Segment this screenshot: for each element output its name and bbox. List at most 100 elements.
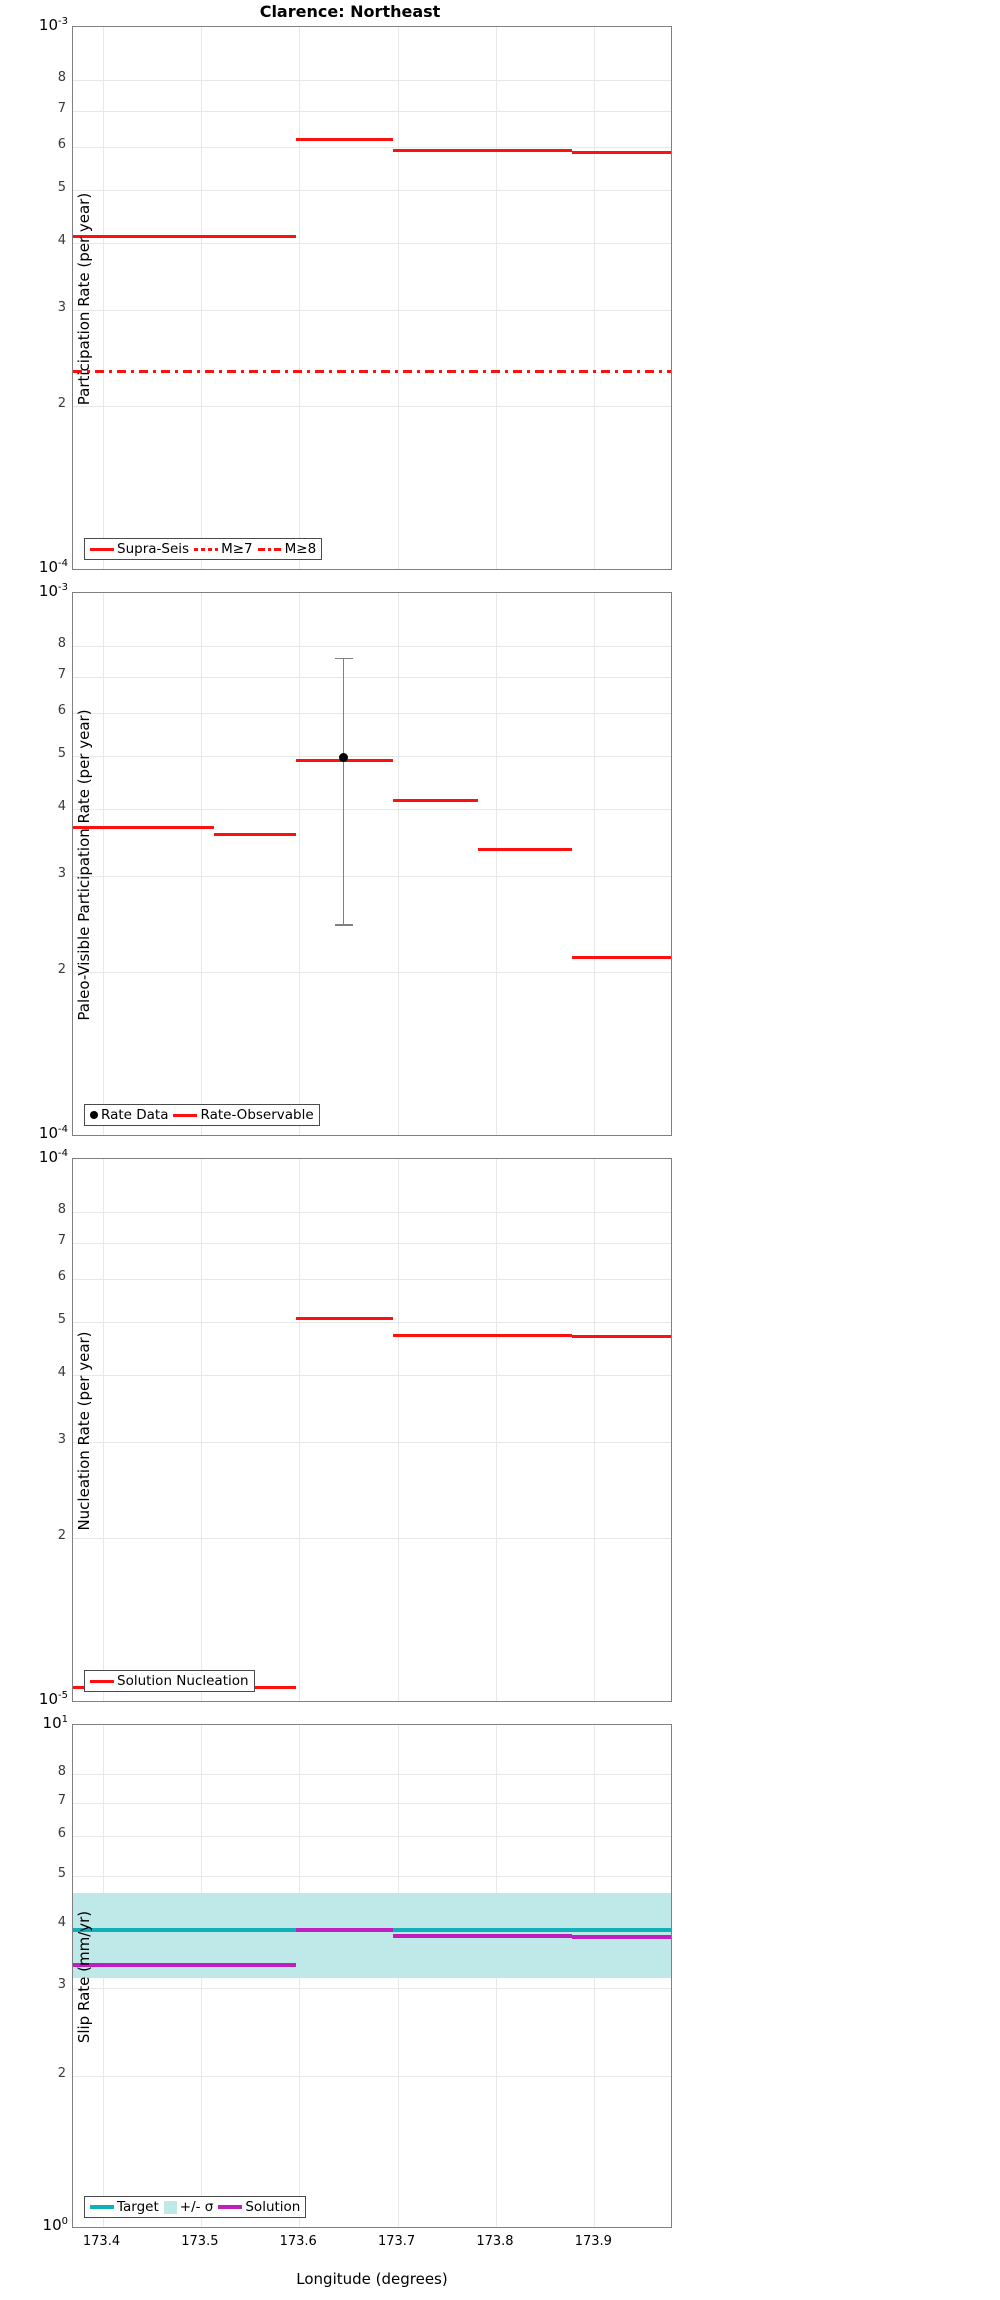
- legend-item-target[interactable]: Target: [90, 2199, 159, 2215]
- panel2-ytick-8: 8: [57, 635, 66, 651]
- series-0-segment-3: [392, 798, 479, 802]
- panel4-bottom-exp-base: 10: [42, 2216, 62, 2234]
- x-axis-label: Longitude (degrees): [296, 2270, 448, 2288]
- panel2-ytick-5: 5: [57, 746, 66, 762]
- legend-item-m-7[interactable]: M≥7: [194, 541, 253, 557]
- panel3-ytick-4: 4: [57, 1364, 66, 1380]
- solid-line-red-swatch-icon: [90, 547, 114, 551]
- panel4-ytick-7: 7: [57, 1792, 66, 1808]
- gridline-h-0: [73, 2075, 671, 2077]
- legend-label: M≥7: [221, 541, 253, 557]
- panel2-top-exp-base: 10: [38, 582, 59, 600]
- panel3-ytick-8: 8: [57, 1201, 66, 1217]
- panel1-top-exp-sup: -3: [58, 16, 68, 27]
- legend-label: M≥8: [284, 541, 317, 557]
- gridline-h-5: [73, 1802, 671, 1804]
- series-0-segment-5: [571, 955, 671, 959]
- x-tick-173.4: 173.4: [82, 2234, 121, 2249]
- legend-item-supra-seis[interactable]: Supra-Seis: [90, 541, 189, 557]
- x-tick-173.8: 173.8: [476, 2234, 514, 2249]
- panel1-bottom-exp-sup: -4: [58, 558, 68, 569]
- panel4-ytick-3: 3: [57, 1977, 66, 1993]
- gridline-h-1: [73, 1442, 671, 1444]
- series-1-segment-1: [296, 137, 393, 141]
- series-1-segment-0: [73, 1962, 297, 1967]
- panel3-ytick-7: 7: [57, 1232, 66, 1248]
- panel-paleo-visible-participation-rate: [72, 592, 672, 1136]
- series-1-segment-1: [296, 1927, 393, 1932]
- gridline-v-2: [299, 27, 301, 569]
- gridline-v-5: [594, 1159, 596, 1701]
- error-bar-cap-bottom-0: [334, 924, 353, 926]
- gridline-h-6: [73, 645, 671, 647]
- gridline-h-4: [73, 1279, 671, 1281]
- panel3-legend: Solution Nucleation: [84, 1670, 255, 1692]
- gridline-v-4: [496, 27, 497, 569]
- gridline-v-1: [200, 593, 202, 1135]
- gridline-h-4: [73, 1836, 671, 1838]
- panel3-bottom-exp-base: 10: [38, 1690, 59, 1708]
- series-1-segment-0: [73, 234, 297, 238]
- gridline-v-3: [397, 1159, 399, 1701]
- panel2-top-exponent: 10-3: [8, 582, 68, 600]
- data-point-0[interactable]: [339, 752, 348, 762]
- panel2-top-exp-sup: -3: [58, 582, 68, 593]
- panel1-top-exponent: 10-3: [8, 16, 68, 34]
- panel3-bottom-exponent: 10-5: [8, 1690, 68, 1708]
- series-1-segment-3: [571, 1935, 671, 1939]
- legend-item-solution-nucleation[interactable]: Solution Nucleation: [90, 1673, 249, 1689]
- panel3-bottom-exp-sup: -5: [58, 1690, 68, 1701]
- panel-slip-rate: [72, 1724, 672, 2228]
- legend-label: Rate-Observable: [200, 1107, 314, 1123]
- gridline-h-6: [73, 1773, 671, 1775]
- dashdot-line-red-swatch-icon: [257, 547, 282, 551]
- panel1-ytick-8: 8: [57, 69, 66, 85]
- panel2-bottom-exp-sup: -4: [58, 1124, 68, 1135]
- x-tick-173.5: 173.5: [181, 2234, 219, 2249]
- panel4-ytick-5: 5: [57, 1866, 66, 1882]
- panel3-ytick-6: 6: [57, 1269, 66, 1285]
- panel3-ylabel: Nucleation Rate (per year): [75, 1331, 93, 1531]
- panel4-ytick-8: 8: [57, 1763, 66, 1779]
- panel4-legend: Target +/- σ Solution: [84, 2196, 307, 2218]
- gridline-h-3: [73, 1322, 671, 1324]
- panel2-legend: Rate Data Rate-Observable: [84, 1104, 320, 1126]
- series-1-segment-2: [392, 1934, 572, 1939]
- panel3-ytick-3: 3: [57, 1432, 66, 1448]
- gridline-h-1: [73, 1987, 671, 1989]
- legend-label: Supra-Seis: [117, 541, 190, 557]
- legend-item-rate-data[interactable]: Rate Data: [90, 1107, 168, 1123]
- gridline-v-0: [102, 27, 104, 569]
- series-0-segment-1: [213, 832, 297, 836]
- panel4-bottom-exp-sup: 0: [61, 2216, 68, 2227]
- panel2-ytick-4: 4: [57, 798, 66, 814]
- panel2-ytick-3: 3: [57, 866, 66, 882]
- legend-item-solution[interactable]: Solution: [218, 2199, 300, 2215]
- legend-item-rate-observable[interactable]: Rate-Observable: [173, 1107, 314, 1123]
- x-tick-173.9: 173.9: [574, 2234, 612, 2249]
- legend-label: Solution: [245, 2199, 301, 2215]
- gridline-v-2: [299, 1159, 301, 1701]
- series-0-segment-0: [73, 826, 214, 830]
- panel4-top-exp-sup: 1: [61, 1714, 68, 1725]
- gridline-h-2: [73, 808, 671, 810]
- gridline-h-4: [73, 147, 671, 149]
- legend-item-[interactable]: +/- σ: [163, 2199, 214, 2215]
- solid-line-red-swatch-icon: [90, 1679, 114, 1683]
- patch-cyan-swatch-icon: [163, 2200, 177, 2214]
- panel1-ytick-7: 7: [57, 100, 66, 116]
- panel2-ytick-7: 7: [57, 666, 66, 682]
- panel2-ytick-2: 2: [57, 961, 66, 977]
- gridline-h-0: [73, 1537, 671, 1539]
- legend-label: +/- σ: [179, 2199, 214, 2215]
- series-0-segment-2: [392, 1333, 572, 1337]
- panel2-ylabel: Paleo-Visible Participation Rate (per ye…: [75, 709, 93, 1021]
- legend-item-m-8[interactable]: M≥8: [257, 541, 317, 557]
- gridline-v-2: [299, 593, 301, 1135]
- gridline-h-6: [73, 1211, 671, 1213]
- panel1-ytick-4: 4: [57, 232, 66, 248]
- gridline-h-1: [73, 876, 671, 878]
- panel-participation-rate: [72, 26, 672, 570]
- legend-label: Rate Data: [101, 1107, 169, 1123]
